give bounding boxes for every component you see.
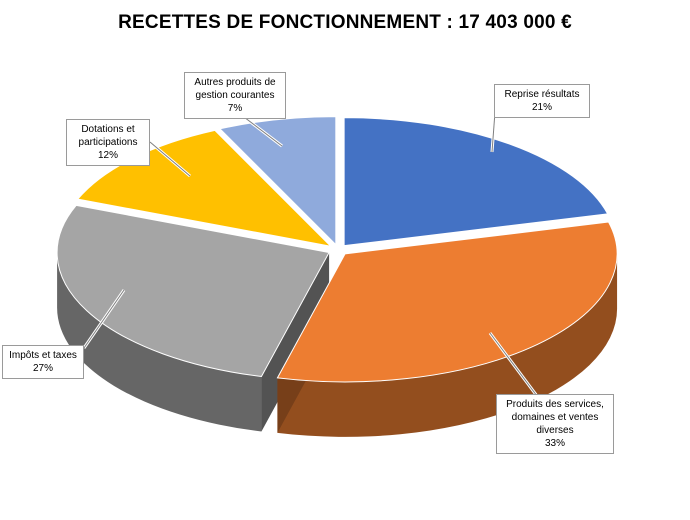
slice-label-autres: Autres produits de gestion courantes 7% <box>184 72 286 119</box>
leader-line-slice-produits-stroke <box>489 332 538 397</box>
slice-value-label: 27% <box>32 363 53 374</box>
slice-impots <box>56 204 330 378</box>
slice-label-reprise: Reprise résultats 21% <box>494 84 590 118</box>
leader-line-slice-impots-stroke <box>83 289 125 349</box>
chart-title: RECETTES DE FONCTIONNEMENT : 17 403 000 … <box>118 12 572 33</box>
slice-value-label: 21% <box>531 102 552 113</box>
slice-autres <box>219 116 337 246</box>
leader-lines <box>82 111 539 397</box>
slice-produits <box>276 221 618 383</box>
slice-value-label: 7% <box>227 103 243 114</box>
slice-label-text: Reprise résultats <box>504 89 580 100</box>
slice-label-text: Produits des services, domaines et vente… <box>506 399 604 436</box>
slice-label-text: Dotations et participations <box>78 124 138 148</box>
leader-line-slice-dotations-stroke <box>149 141 191 177</box>
slice-label-impots: Impôts et taxes 27% <box>2 345 84 379</box>
leader-line-slice-autres-stroke <box>239 113 283 147</box>
slice-label-produits: Produits des services, domaines et vente… <box>496 394 614 454</box>
slice-label-text: Autres produits de gestion courantes <box>194 77 276 101</box>
slice-value-label: 12% <box>97 150 118 161</box>
slice-impots-side <box>57 252 262 432</box>
slice-label-text: Impôts et taxes <box>9 350 77 361</box>
slice-reprise <box>343 117 609 247</box>
leader-line-slice-reprise-stroke <box>491 111 496 153</box>
slice-label-dotations: Dotations et participations 12% <box>66 119 150 166</box>
slice-value-label: 33% <box>544 438 565 449</box>
